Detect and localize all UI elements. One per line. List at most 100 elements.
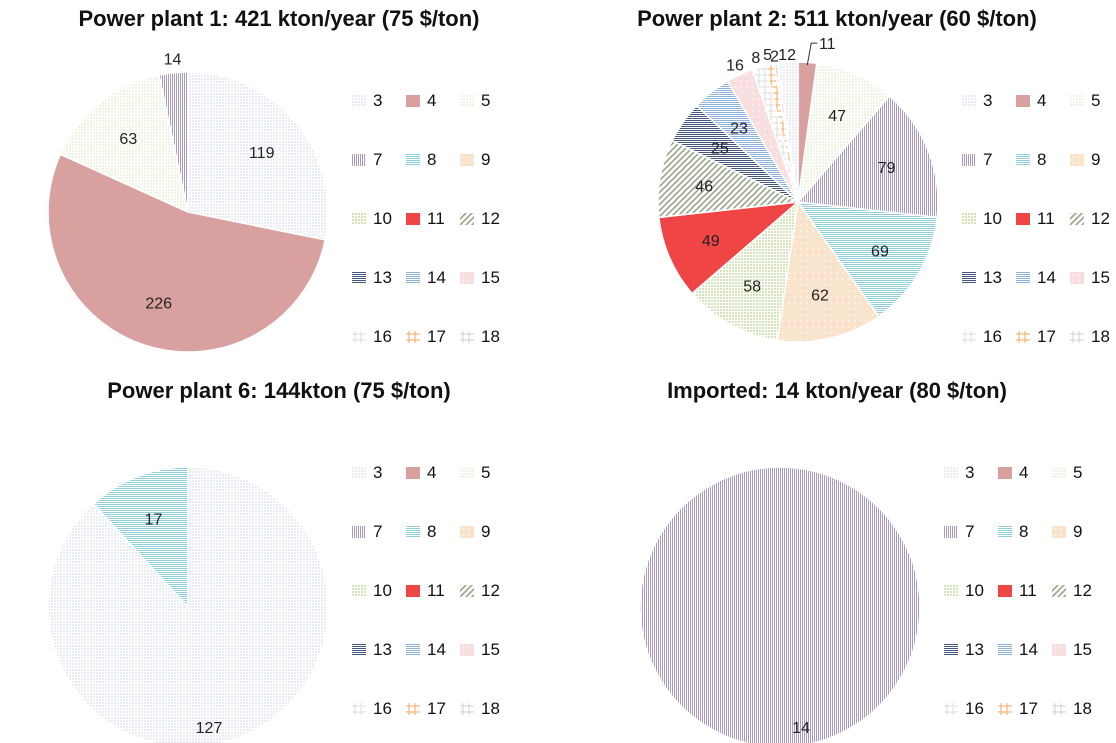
slice-data-label: 49 <box>702 233 720 250</box>
legend-swatch <box>406 331 420 343</box>
legend-item-9: 9 <box>460 149 520 171</box>
legend-label: 3 <box>373 463 383 482</box>
chart-panel-2: Power plant 2: 511 kton/year (60 $/ton) 1… <box>558 0 1116 371</box>
leader-line <box>806 42 818 66</box>
legend-swatch <box>460 95 474 107</box>
pie-slice-3 <box>47 466 329 743</box>
legend-label: 3 <box>965 463 975 482</box>
legend-swatch <box>460 644 474 656</box>
legend-label: 14 <box>427 640 446 659</box>
legend-item-10: 10 <box>352 208 412 230</box>
slice-data-label: 226 <box>145 296 172 313</box>
legend-item-10: 10 <box>962 208 1022 230</box>
slice-data-label: 12 <box>778 47 796 64</box>
legend-label: 4 <box>427 463 437 482</box>
legend-item-11: 11 <box>998 580 1058 602</box>
pie-slice-4 <box>47 153 327 353</box>
slice-data-label: 69 <box>871 243 889 260</box>
pie-chart: 14 <box>639 466 921 743</box>
legend-label: 9 <box>481 522 491 541</box>
slice-data-label: 2 <box>770 48 779 65</box>
legend-item-5: 5 <box>460 90 520 112</box>
legend-swatch <box>962 213 976 225</box>
legend-label: 10 <box>373 581 392 600</box>
legend-swatch <box>406 644 420 656</box>
legend-swatch <box>944 703 958 715</box>
legend-item-8: 8 <box>1016 149 1076 171</box>
legend-swatch <box>406 95 420 107</box>
pie-slice-7 <box>158 71 189 213</box>
legend-item-18: 18 <box>460 698 520 720</box>
legend-label: 13 <box>373 640 392 659</box>
pie-slice-5 <box>59 74 190 214</box>
slice-data-label: 63 <box>119 131 137 148</box>
legend-item-18: 18 <box>1052 698 1112 720</box>
legend-swatch <box>1016 331 1030 343</box>
slice-data-label: 17 <box>145 511 163 528</box>
legend-label: 10 <box>373 209 392 228</box>
legend-label: 16 <box>983 327 1002 346</box>
slice-data-label: 11 <box>819 36 836 53</box>
legend-item-7: 7 <box>962 149 1022 171</box>
legend-swatch <box>406 526 420 538</box>
legend-label: 7 <box>983 150 993 169</box>
pie-slice-9 <box>776 200 880 343</box>
legend-swatch <box>962 154 976 166</box>
legend-swatch <box>460 467 474 479</box>
slice-data-label: 8 <box>751 50 760 67</box>
legend-item-7: 7 <box>352 149 412 171</box>
legend-swatch <box>406 467 420 479</box>
legend-item-12: 12 <box>1070 208 1116 230</box>
legend-swatch <box>1070 272 1084 284</box>
legend-swatch <box>998 585 1012 597</box>
legend-label: 5 <box>481 91 491 110</box>
legend-label: 5 <box>1073 463 1083 482</box>
legend-label: 5 <box>481 463 491 482</box>
legend-swatch <box>962 331 976 343</box>
legend-label: 15 <box>481 268 500 287</box>
legend-swatch <box>352 526 366 538</box>
legend-item-13: 13 <box>962 267 1022 289</box>
legend-item-18: 18 <box>1070 326 1116 348</box>
legend-label: 3 <box>373 91 383 110</box>
slice-data-label: 127 <box>196 720 223 737</box>
legend-item-15: 15 <box>1052 639 1112 661</box>
pie-slice-8 <box>92 466 189 609</box>
legend-label: 14 <box>1037 268 1056 287</box>
legend-label: 17 <box>427 327 446 346</box>
legend-item-11: 11 <box>406 208 466 230</box>
legend-swatch <box>1070 331 1084 343</box>
legend-swatch <box>1016 154 1030 166</box>
slice-data-label: 46 <box>695 179 713 196</box>
legend-swatch <box>352 213 366 225</box>
legend-label: 12 <box>481 581 500 600</box>
legend-label: 8 <box>1037 150 1047 169</box>
legend-label: 9 <box>1073 522 1083 541</box>
slice-data-label: 5 <box>763 47 772 64</box>
slice-data-label: 23 <box>730 120 748 137</box>
legend-item-12: 12 <box>1052 580 1112 602</box>
legend-label: 4 <box>427 91 437 110</box>
slice-data-label: 16 <box>726 58 744 75</box>
pie-slice-7 <box>796 94 939 219</box>
legend-item-17: 17 <box>1016 326 1076 348</box>
legend-label: 8 <box>427 522 437 541</box>
legend-item-13: 13 <box>352 267 412 289</box>
chart-title: Imported: 14 kton/year (80 $/ton) <box>667 378 1007 403</box>
legend-swatch <box>352 585 366 597</box>
legend-item-16: 16 <box>944 698 1004 720</box>
legend-label: 18 <box>1091 327 1110 346</box>
legend-label: 13 <box>373 268 392 287</box>
legend-label: 12 <box>1073 581 1092 600</box>
legend-label: 18 <box>481 327 500 346</box>
legend-swatch <box>944 526 958 538</box>
legend-item-17: 17 <box>998 698 1058 720</box>
legend-item-9: 9 <box>1052 521 1112 543</box>
legend-label: 4 <box>1037 91 1047 110</box>
legend-swatch <box>944 467 958 479</box>
legend-swatch <box>962 95 976 107</box>
pie-chart: 127 17 <box>47 466 329 743</box>
chart-panel-1: Power plant 1: 421 kton/year (75 $/ton) 1… <box>0 0 558 371</box>
legend-swatch <box>460 703 474 715</box>
legend-item-4: 4 <box>998 462 1058 484</box>
